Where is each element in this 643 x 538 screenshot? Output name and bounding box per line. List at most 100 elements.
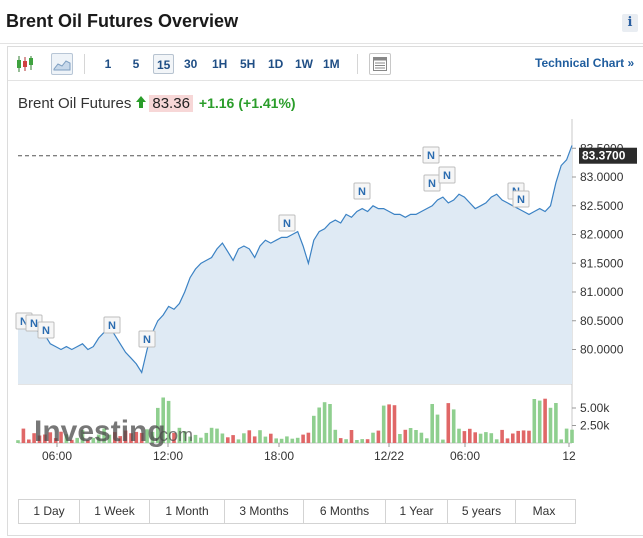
volume-bar	[102, 428, 106, 443]
news-marker[interactable]: N	[103, 316, 121, 334]
news-marker-label: N	[30, 318, 38, 330]
volume-bar	[59, 431, 63, 443]
volume-bar	[344, 439, 348, 443]
news-marker-box	[278, 214, 296, 232]
toolbar-separator	[357, 54, 358, 74]
volume-bar	[48, 432, 53, 443]
news-marker[interactable]: N	[512, 190, 530, 208]
volume-bar	[306, 432, 311, 443]
y-tick-label: 82.5000	[580, 199, 624, 213]
range-3-months[interactable]: 3 Months	[225, 500, 304, 523]
volume-bar	[220, 433, 225, 443]
interval-5[interactable]: 5	[132, 57, 140, 71]
volume-bar	[156, 407, 160, 443]
range-5-years[interactable]: 5 years	[448, 500, 516, 523]
volume-bar	[381, 405, 386, 443]
volume-bar	[387, 404, 391, 443]
news-marker[interactable]: N	[423, 174, 441, 192]
volume-bar	[32, 433, 36, 443]
volume-bar	[516, 430, 520, 443]
interval-1w[interactable]: 1W	[295, 57, 313, 71]
price-change: +1.16	[198, 95, 235, 111]
volume-bar	[236, 439, 241, 443]
news-marker[interactable]: N	[37, 321, 55, 339]
volume-bar	[188, 436, 192, 443]
volume-bar	[349, 430, 354, 443]
news-marker[interactable]: N	[438, 166, 456, 184]
volume-bar	[209, 427, 214, 443]
volume-bar	[511, 433, 515, 443]
news-marker-label: N	[517, 194, 525, 206]
volume-bar	[107, 434, 112, 443]
volume-bar	[537, 400, 542, 443]
area-chart-icon[interactable]	[51, 53, 73, 75]
volume-bar	[113, 432, 117, 443]
volume-bar	[247, 430, 252, 443]
investing-watermark-suffix: .com	[154, 425, 193, 445]
volume-bar	[527, 430, 531, 443]
news-marker-label: N	[143, 334, 151, 346]
up-arrow-icon	[136, 95, 147, 112]
table-view-icon[interactable]	[369, 53, 391, 75]
news-marker[interactable]: N	[422, 146, 440, 164]
price-chart[interactable]: Investing .com 83.500083.000082.500082.0…	[8, 47, 643, 497]
range-6-months[interactable]: 6 Months	[304, 500, 386, 523]
volume-bar	[312, 415, 316, 443]
volume-bar	[258, 430, 262, 443]
volume-bar	[96, 434, 101, 443]
volume-bar	[290, 438, 295, 443]
volume-bar	[365, 439, 370, 443]
volume-bar	[435, 414, 440, 443]
x-tick-label: 06:00	[450, 449, 480, 463]
interval-1m[interactable]: 1M	[323, 57, 340, 71]
interval-1h[interactable]: 1H	[212, 57, 228, 71]
interval-30[interactable]: 30	[184, 57, 198, 71]
range-1-day[interactable]: 1 Day	[19, 500, 80, 523]
volume-bar	[333, 429, 338, 443]
range-1-week[interactable]: 1 Week	[80, 500, 150, 523]
news-marker[interactable]: N	[278, 214, 296, 232]
news-marker[interactable]: N	[138, 330, 156, 348]
news-marker-label: N	[283, 218, 291, 230]
investing-watermark: Investing	[34, 415, 166, 448]
x-tick-label: 12:00	[153, 449, 183, 463]
volume-bar	[70, 439, 74, 443]
range-max[interactable]: Max	[532, 504, 556, 518]
volume-bar	[91, 437, 96, 443]
y-tick-label: 82.0000	[580, 228, 624, 242]
volume-bar	[548, 407, 553, 443]
news-marker-label: N	[20, 316, 28, 328]
volume-bar	[166, 400, 171, 443]
news-marker[interactable]: N	[353, 182, 371, 200]
volume-bar	[199, 437, 203, 443]
range-1-year[interactable]: 1 Year	[386, 500, 448, 523]
volume-bar	[414, 430, 418, 443]
candlestick-icon[interactable]	[14, 53, 36, 75]
info-icon[interactable]: i	[622, 14, 638, 32]
interval-1[interactable]: 1	[104, 57, 112, 71]
news-marker-box	[422, 146, 440, 164]
volume-bar	[392, 405, 397, 443]
volume-bar	[145, 429, 149, 443]
volume-bar	[204, 432, 209, 443]
news-marker-box	[438, 166, 456, 184]
interval-15[interactable]: 15	[153, 54, 175, 74]
page-header: Brent Oil Futures Overview i	[0, 0, 643, 44]
interval-5h[interactable]: 5H	[240, 57, 256, 71]
volume-bar	[398, 434, 402, 443]
volume-bar	[371, 432, 375, 443]
technical-chart-link[interactable]: Technical Chart »	[535, 56, 635, 70]
volume-bar	[532, 399, 537, 443]
quote-line: Brent Oil Futures 83.36 +1.16 (+1.41%)	[18, 93, 296, 113]
volume-bar	[193, 434, 198, 443]
volume-bar	[301, 434, 305, 443]
volume-bar	[564, 428, 569, 443]
range-1-month[interactable]: 1 Month	[150, 500, 225, 523]
volume-bar	[16, 440, 20, 443]
volume-bar	[360, 439, 364, 443]
volume-bar	[43, 434, 47, 443]
volume-bar	[521, 430, 526, 443]
time-range-bar: 1 Day 1 Week 1 Month 3 Months 6 Months 1 Year…	[18, 499, 576, 524]
news-marker-box	[103, 316, 121, 334]
interval-1d[interactable]: 1D	[268, 57, 284, 71]
